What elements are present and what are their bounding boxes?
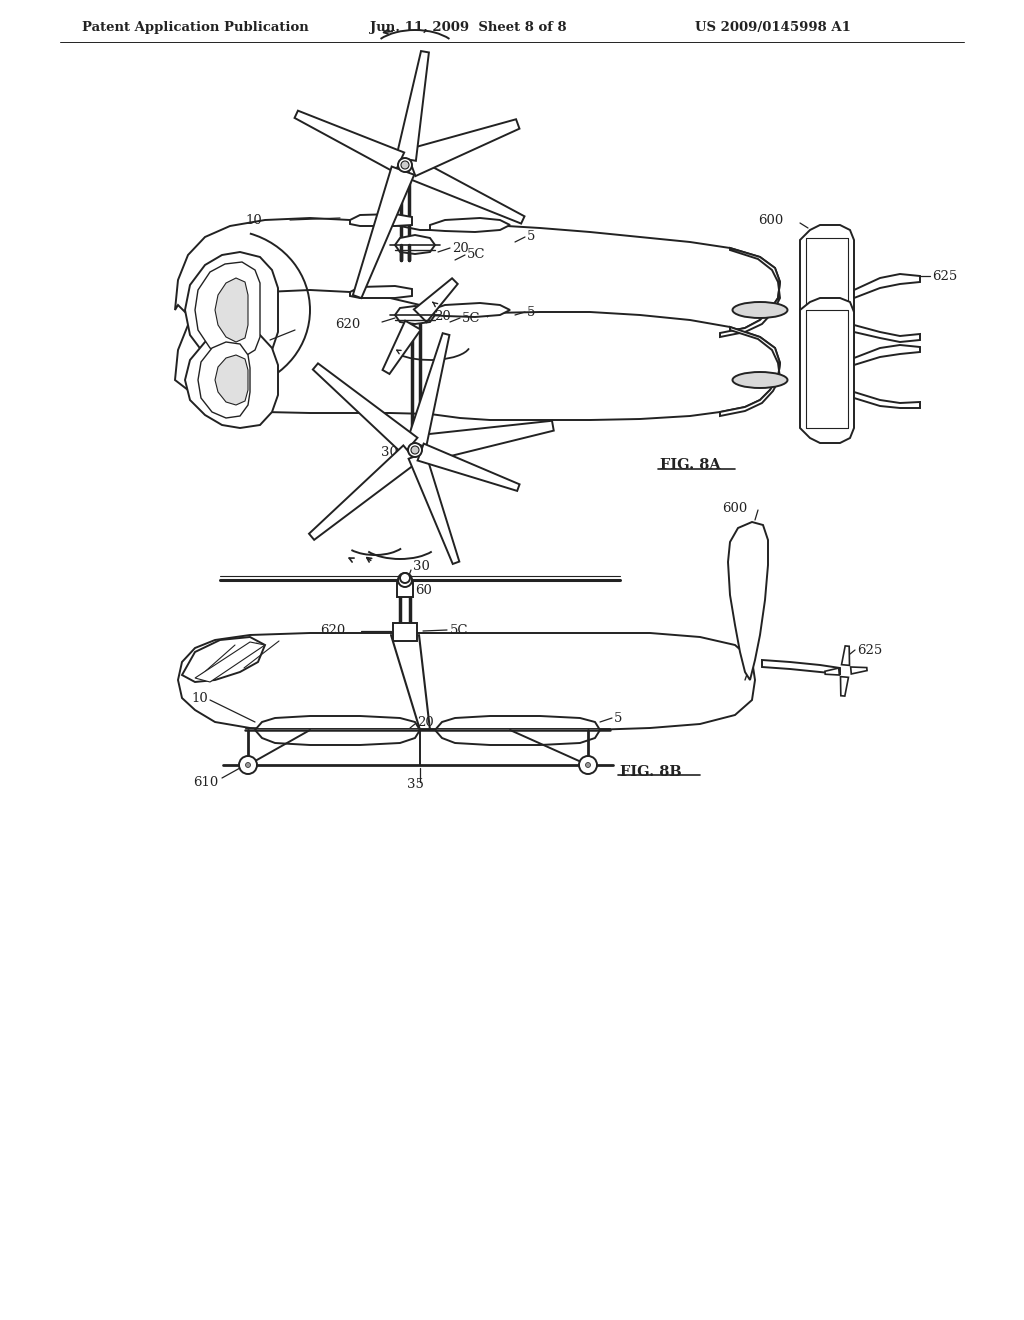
Polygon shape: [185, 252, 278, 368]
Ellipse shape: [408, 444, 422, 457]
Polygon shape: [418, 444, 519, 491]
Polygon shape: [350, 214, 412, 226]
Polygon shape: [397, 583, 413, 597]
Text: 5C: 5C: [467, 248, 485, 261]
Polygon shape: [800, 224, 854, 375]
Text: 20: 20: [434, 310, 451, 323]
Polygon shape: [414, 279, 458, 322]
Text: Jun. 11, 2009  Sheet 8 of 8: Jun. 11, 2009 Sheet 8 of 8: [370, 21, 566, 33]
Polygon shape: [215, 355, 248, 405]
Text: 5: 5: [527, 231, 536, 243]
Polygon shape: [406, 119, 519, 176]
Polygon shape: [175, 290, 780, 420]
Polygon shape: [762, 660, 840, 675]
Polygon shape: [430, 218, 510, 232]
Polygon shape: [720, 327, 780, 416]
Polygon shape: [854, 325, 920, 342]
Polygon shape: [728, 521, 768, 680]
Polygon shape: [395, 235, 435, 253]
Polygon shape: [195, 261, 260, 358]
Text: 625: 625: [857, 644, 883, 656]
Text: Patent Application Publication: Patent Application Publication: [82, 21, 309, 33]
Text: 600: 600: [758, 214, 783, 227]
Ellipse shape: [732, 372, 787, 388]
Text: 5C: 5C: [450, 623, 469, 636]
Ellipse shape: [398, 158, 412, 172]
Ellipse shape: [586, 763, 591, 767]
Text: 5C: 5C: [462, 312, 480, 325]
Polygon shape: [825, 668, 840, 675]
Polygon shape: [383, 321, 421, 374]
Polygon shape: [295, 111, 404, 173]
Text: 10: 10: [228, 335, 245, 348]
Ellipse shape: [400, 573, 410, 583]
Ellipse shape: [579, 756, 597, 774]
Polygon shape: [406, 157, 524, 223]
Text: 620: 620: [319, 623, 345, 636]
Polygon shape: [393, 623, 417, 642]
Polygon shape: [841, 677, 849, 696]
Polygon shape: [854, 275, 920, 298]
Polygon shape: [396, 51, 429, 161]
Polygon shape: [350, 286, 412, 298]
Ellipse shape: [398, 573, 412, 587]
Text: 625: 625: [932, 269, 957, 282]
Ellipse shape: [246, 763, 251, 767]
Text: FIG. 8B: FIG. 8B: [620, 766, 682, 779]
Text: 10: 10: [246, 214, 262, 227]
Polygon shape: [178, 634, 755, 730]
Text: 620: 620: [335, 318, 360, 330]
Ellipse shape: [401, 161, 409, 169]
Text: 30: 30: [381, 446, 398, 458]
Polygon shape: [854, 345, 920, 366]
Text: 20: 20: [452, 242, 469, 255]
Text: US 2009/0145998 A1: US 2009/0145998 A1: [695, 21, 851, 33]
Text: 30: 30: [432, 149, 449, 161]
Text: 10: 10: [191, 692, 208, 705]
Polygon shape: [854, 392, 920, 408]
Polygon shape: [430, 304, 510, 317]
Text: 600: 600: [722, 502, 748, 515]
Polygon shape: [175, 218, 780, 343]
Text: 5: 5: [614, 711, 623, 725]
Polygon shape: [255, 715, 420, 744]
Text: FIG. 8A: FIG. 8A: [660, 458, 721, 473]
Ellipse shape: [411, 446, 419, 454]
Polygon shape: [313, 363, 418, 454]
Polygon shape: [198, 342, 250, 418]
Text: 35: 35: [407, 779, 424, 792]
Polygon shape: [353, 166, 415, 298]
Ellipse shape: [732, 302, 787, 318]
Ellipse shape: [239, 756, 257, 774]
Polygon shape: [395, 306, 435, 323]
Polygon shape: [851, 667, 867, 675]
Polygon shape: [842, 645, 850, 665]
Text: 60: 60: [415, 583, 432, 597]
Polygon shape: [435, 715, 600, 744]
Polygon shape: [215, 279, 248, 342]
Polygon shape: [720, 248, 780, 337]
Polygon shape: [419, 421, 554, 463]
Polygon shape: [800, 298, 854, 444]
Text: 20: 20: [417, 715, 434, 729]
Text: 610: 610: [193, 776, 218, 788]
Polygon shape: [182, 638, 265, 682]
Text: 30: 30: [413, 561, 430, 573]
Polygon shape: [185, 330, 278, 428]
Text: 5: 5: [527, 305, 536, 318]
Polygon shape: [309, 445, 418, 540]
Polygon shape: [407, 333, 450, 446]
Polygon shape: [409, 453, 460, 564]
Polygon shape: [195, 642, 265, 682]
